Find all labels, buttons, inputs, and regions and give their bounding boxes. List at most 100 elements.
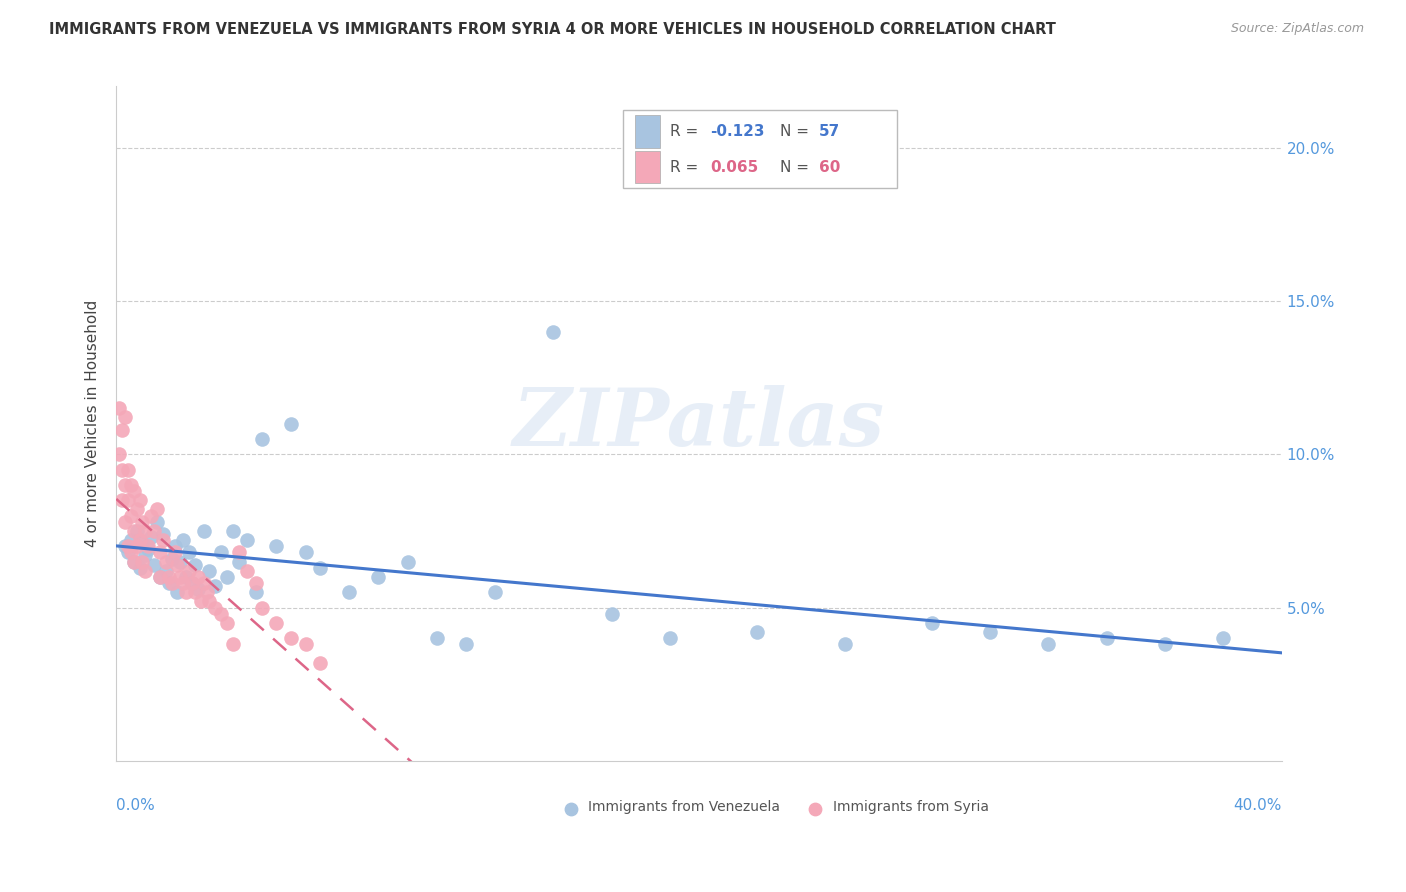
Point: [193, 524, 215, 538]
Point: [195, 585, 218, 599]
Point: [120, 533, 142, 548]
Point: [143, 524, 166, 538]
Point: [141, 530, 163, 544]
Point: [193, 576, 215, 591]
Point: [309, 656, 332, 670]
Point: [1038, 637, 1060, 651]
Point: [228, 555, 250, 569]
Point: [198, 564, 221, 578]
Point: [149, 570, 172, 584]
Point: [1212, 631, 1234, 645]
Point: [117, 493, 139, 508]
Point: [117, 462, 139, 476]
Point: [160, 576, 183, 591]
Point: [163, 539, 186, 553]
Point: [120, 545, 142, 559]
Point: [114, 515, 136, 529]
Point: [484, 585, 506, 599]
FancyBboxPatch shape: [636, 151, 661, 184]
Text: 40.0%: 40.0%: [1233, 798, 1281, 813]
Point: [122, 484, 145, 499]
Point: [172, 576, 194, 591]
Point: [198, 594, 221, 608]
Point: [122, 555, 145, 569]
Point: [215, 570, 238, 584]
Point: [166, 585, 188, 599]
Point: [166, 558, 188, 572]
Point: [152, 527, 174, 541]
Point: [541, 325, 564, 339]
Point: [120, 508, 142, 523]
Point: [236, 533, 259, 548]
Point: [131, 536, 153, 550]
Point: [174, 570, 197, 584]
Point: [111, 423, 134, 437]
Point: [163, 545, 186, 559]
Point: [266, 539, 288, 553]
Point: [209, 545, 232, 559]
Point: [1154, 637, 1177, 651]
Point: [245, 576, 267, 591]
Point: [146, 515, 169, 529]
Point: [134, 564, 156, 578]
Point: [149, 545, 172, 559]
Point: [294, 637, 316, 651]
Point: [600, 607, 623, 621]
Point: [222, 637, 245, 651]
Point: [134, 549, 156, 563]
Point: [155, 555, 177, 569]
Point: [136, 539, 159, 553]
Point: [215, 615, 238, 630]
Point: [111, 462, 134, 476]
Point: [125, 502, 148, 516]
Point: [250, 432, 273, 446]
FancyBboxPatch shape: [636, 115, 661, 148]
Point: [184, 558, 207, 572]
Point: [157, 576, 180, 591]
Point: [222, 524, 245, 538]
Point: [120, 478, 142, 492]
Point: [747, 625, 769, 640]
Point: [250, 600, 273, 615]
Point: [834, 637, 856, 651]
Text: IMMIGRANTS FROM VENEZUELA VS IMMIGRANTS FROM SYRIA 4 OR MORE VEHICLES IN HOUSEHO: IMMIGRANTS FROM VENEZUELA VS IMMIGRANTS …: [49, 22, 1056, 37]
Point: [266, 615, 288, 630]
Point: [337, 585, 360, 599]
Point: [294, 545, 316, 559]
Text: Source: ZipAtlas.com: Source: ZipAtlas.com: [1230, 22, 1364, 36]
Text: ZIPatlas: ZIPatlas: [513, 384, 884, 462]
Point: [122, 555, 145, 569]
Point: [190, 594, 212, 608]
Point: [280, 417, 302, 431]
Point: [125, 524, 148, 538]
Point: [309, 560, 332, 574]
Point: [1095, 631, 1118, 645]
Point: [108, 447, 131, 461]
Point: [396, 555, 419, 569]
Point: [367, 570, 389, 584]
Point: [117, 539, 139, 553]
Point: [426, 631, 449, 645]
Point: [204, 600, 226, 615]
Point: [280, 631, 302, 645]
Y-axis label: 4 or more Vehicles in Household: 4 or more Vehicles in Household: [86, 300, 100, 547]
Point: [160, 551, 183, 566]
Point: [111, 493, 134, 508]
Point: [245, 585, 267, 599]
Point: [143, 558, 166, 572]
Point: [136, 542, 159, 557]
Text: N =: N =: [780, 160, 814, 175]
FancyBboxPatch shape: [623, 110, 897, 187]
Text: N =: N =: [780, 124, 814, 139]
Point: [125, 539, 148, 553]
Text: Immigrants from Venezuela: Immigrants from Venezuela: [588, 800, 780, 814]
Point: [146, 502, 169, 516]
Point: [114, 478, 136, 492]
Point: [177, 564, 200, 578]
Point: [169, 570, 191, 584]
Text: R =: R =: [669, 160, 703, 175]
Text: R =: R =: [669, 124, 703, 139]
Point: [187, 570, 209, 584]
Point: [141, 508, 163, 523]
Point: [128, 533, 150, 548]
